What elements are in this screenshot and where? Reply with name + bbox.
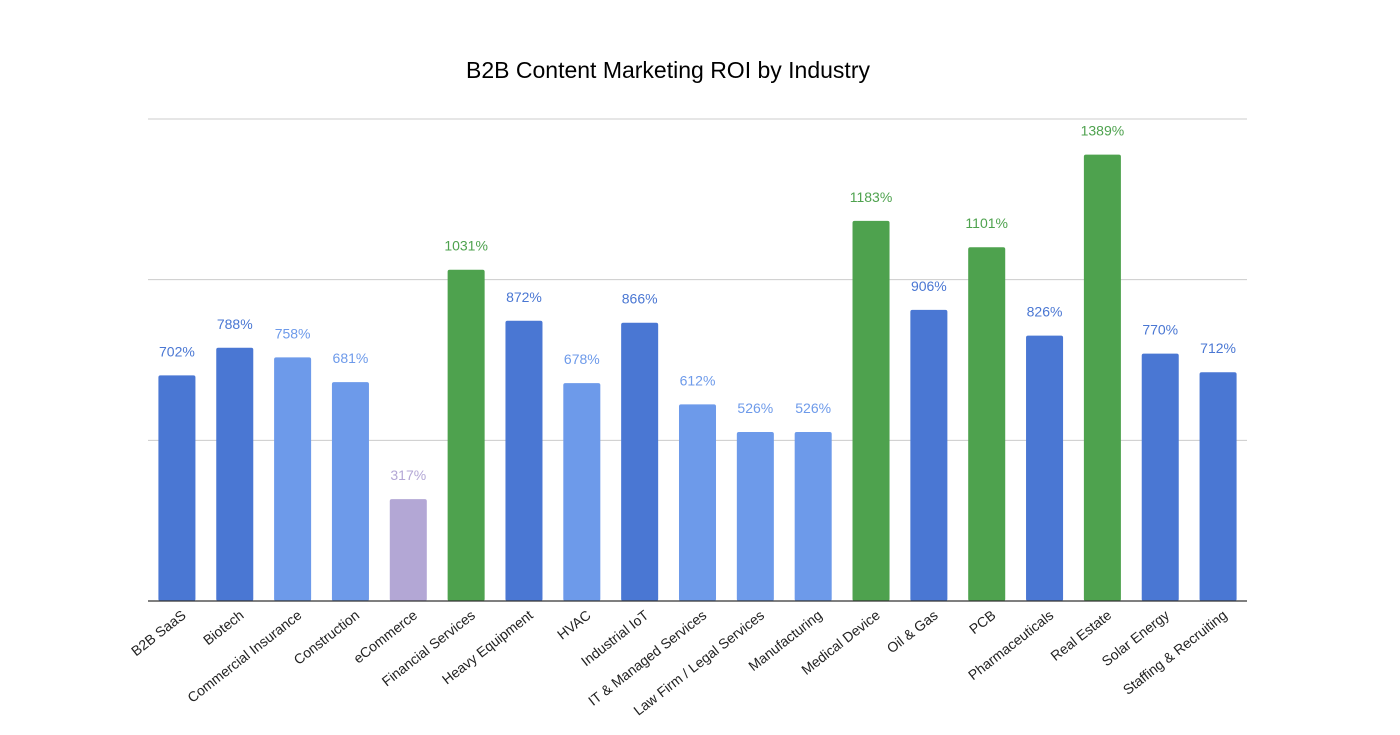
x-tick-label: Commercial Insurance <box>184 607 304 706</box>
data-label: 612% <box>680 372 716 388</box>
data-label: 758% <box>275 325 311 341</box>
data-label: 526% <box>737 400 773 416</box>
bar <box>1199 372 1237 601</box>
bar <box>158 375 196 601</box>
data-label: 788% <box>217 316 253 332</box>
bar <box>1141 353 1179 601</box>
data-label: 1101% <box>965 215 1008 231</box>
data-label: 906% <box>911 278 947 294</box>
data-label: 826% <box>1027 304 1063 320</box>
bar <box>274 357 312 601</box>
chart-title: B2B Content Marketing ROI by Industry <box>466 57 870 83</box>
bar <box>1026 335 1064 601</box>
data-label: 872% <box>506 289 542 305</box>
bar <box>331 382 369 601</box>
bar <box>447 269 485 601</box>
data-label: 681% <box>333 350 369 366</box>
data-label: 866% <box>622 291 658 307</box>
data-label: 1389% <box>1081 123 1125 139</box>
bar <box>678 404 717 601</box>
data-label: 678% <box>564 351 600 367</box>
bar <box>910 309 948 601</box>
x-tick-label: Oil & Gas <box>884 607 941 656</box>
data-label: 317% <box>390 467 426 483</box>
x-tick-label: Biotech <box>200 607 247 648</box>
bar <box>216 347 254 601</box>
bar <box>621 322 659 601</box>
bar <box>794 431 832 601</box>
data-label: 702% <box>159 343 195 359</box>
data-label: 1031% <box>444 238 488 254</box>
data-label: 1183% <box>850 189 893 205</box>
bar <box>389 499 427 601</box>
x-tick-label: PCB <box>966 607 999 637</box>
x-tick-label: Staffing & Recruiting <box>1120 607 1230 698</box>
bar <box>852 220 890 601</box>
data-label: 712% <box>1200 340 1236 356</box>
bar <box>736 431 774 601</box>
x-tick-label: B2B SaaS <box>128 607 189 659</box>
bar <box>563 383 601 601</box>
data-label: 770% <box>1142 322 1178 338</box>
bar <box>505 320 543 601</box>
x-tick-label: HVAC <box>554 607 594 643</box>
bar <box>968 247 1006 601</box>
data-label: 526% <box>795 400 831 416</box>
bar <box>1083 154 1121 601</box>
